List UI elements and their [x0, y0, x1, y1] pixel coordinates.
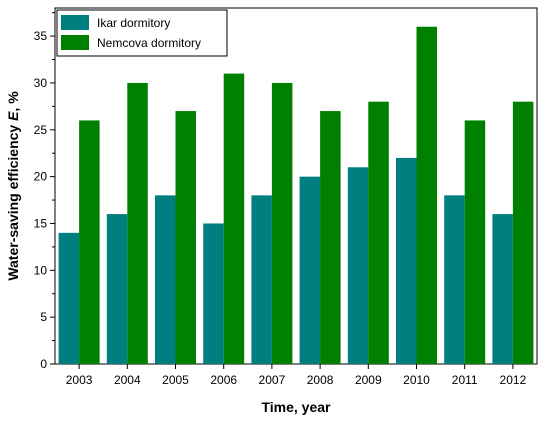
x-tick-label-2005: 2005 — [162, 373, 189, 387]
legend-swatch-ikar — [61, 15, 89, 30]
bar-2006-nemcova — [223, 73, 245, 364]
legend: Ikar dormitory Nemcova dormitory — [56, 9, 228, 57]
bar-2007-nemcova — [271, 82, 293, 365]
y-tick-label: 35 — [34, 29, 48, 43]
y-axis: 0 5 10 15 20 25 30 35 — [34, 12, 55, 371]
plot-frame — [54, 7, 538, 365]
x-tick-label-2008: 2008 — [307, 373, 334, 387]
bar-2011-nemcova — [464, 120, 486, 364]
y-axis-title-prefix: Water-saving efficiency — [5, 121, 21, 281]
y-tick-label: 25 — [34, 123, 48, 137]
bar-2012-ikar — [492, 214, 513, 364]
x-tick-label-2009: 2009 — [355, 373, 382, 387]
bar-2006-ikar — [203, 223, 224, 364]
x-tick-label-2010: 2010 — [403, 373, 430, 387]
x-axis: 2003 2004 2005 2006 2007 2008 2009 2010 2011 2012 — [66, 364, 527, 387]
x-tick-label-2003: 2003 — [66, 373, 93, 387]
y-axis-title-suffix: , % — [5, 91, 21, 112]
x-tick-label-2012: 2012 — [500, 373, 527, 387]
bar-2005-nemcova — [175, 111, 196, 364]
bar-2005-ikar — [155, 195, 176, 364]
legend-swatch-nemcova — [61, 35, 89, 50]
bar-2010-nemcova — [416, 26, 437, 364]
bar-2009-nemcova — [368, 101, 389, 365]
y-tick-label: 30 — [34, 76, 48, 90]
bar-2003-ikar — [58, 232, 80, 364]
y-tick-label: 0 — [40, 357, 47, 371]
bar-2010-ikar — [396, 157, 417, 364]
x-tick-label-2006: 2006 — [210, 373, 237, 387]
legend-label-ikar: Ikar dormitory — [97, 16, 170, 30]
y-axis-title: Water-saving efficiency E, % — [5, 91, 21, 281]
bar-2004-ikar — [106, 214, 128, 364]
x-axis-title: Time, year — [261, 399, 331, 415]
y-tick-label: 5 — [40, 310, 47, 324]
y-tick-label: 10 — [34, 263, 48, 277]
x-tick-label-2011: 2011 — [452, 373, 478, 387]
x-tick-label-2007: 2007 — [259, 373, 286, 387]
y-tick-label: 15 — [34, 216, 48, 230]
bar-2008-ikar — [299, 176, 321, 364]
y-axis-title-symbol: E — [5, 111, 21, 121]
bar-2009-ikar — [347, 167, 369, 364]
bar-2008-nemcova — [320, 111, 341, 364]
bar-2007-ikar — [251, 195, 272, 364]
bars-group — [58, 26, 534, 365]
bar-2011-ikar — [444, 195, 465, 364]
legend-label-nemcova: Nemcova dormitory — [97, 36, 201, 50]
bar-2004-nemcova — [127, 82, 148, 365]
bar-2012-nemcova — [512, 101, 534, 365]
bar-2003-nemcova — [79, 120, 100, 364]
x-tick-label-2004: 2004 — [114, 373, 141, 387]
y-tick-label: 20 — [34, 170, 48, 184]
